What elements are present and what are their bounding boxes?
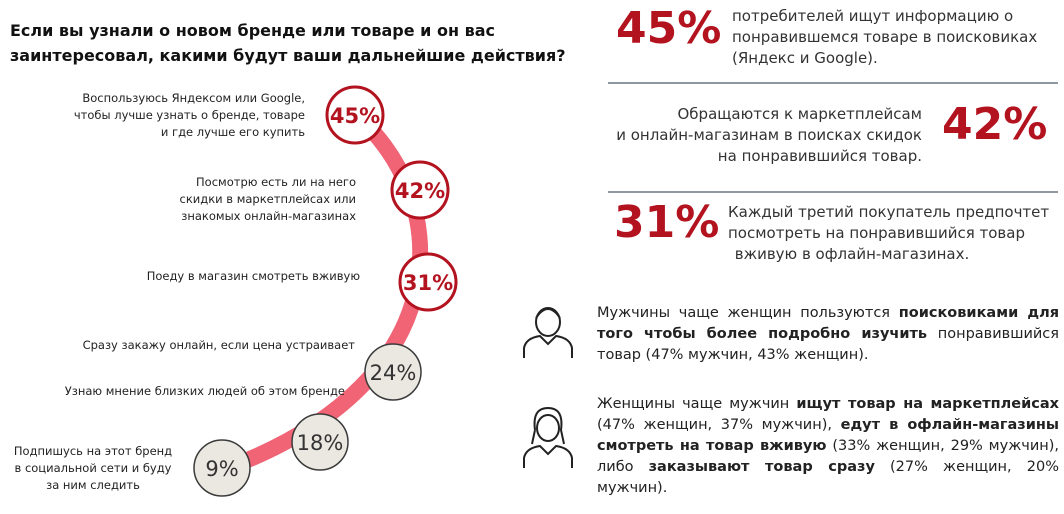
item-label: Сразу закажу онлайн, если цена устраивае…	[83, 337, 355, 354]
fact-text: Каждый третий покупатель предпочтет посмо…	[728, 202, 1050, 265]
label-line: за ним следить	[46, 478, 140, 492]
item-label: Посмотрю есть ли на него скидки в маркетп…	[180, 174, 357, 225]
value-circle	[364, 343, 422, 401]
note-bold: поисковиками для того чтобы более подроб…	[597, 305, 1060, 342]
fact-line: на понравившийся товар.	[717, 147, 922, 165]
fact-line: понравившемся товаре в поисковиках	[732, 28, 1038, 46]
label-line: в социальной сети и буду	[14, 461, 172, 475]
woman-icon	[523, 406, 573, 468]
note-text: (27% женщин, 20% мужчин).	[597, 459, 1059, 496]
note-text: понравившийся товар (47% мужчин, 43% жен…	[597, 326, 1059, 363]
fact-line: (Яндекс и Google).	[732, 49, 878, 67]
item-label: Поеду в магазин смотреть вживую	[147, 268, 360, 285]
label-line: скидки в маркетплейсах или	[179, 192, 357, 206]
value-label: 24%	[370, 361, 417, 385]
label-line: чтобы лучше узнать о бренде, товаре	[73, 108, 305, 122]
fact-line: посмотреть на понравившийся товар	[728, 224, 1025, 242]
label-line: и где лучше его купить	[160, 125, 305, 139]
title: Если вы узнали о новом бренде или товаре…	[10, 21, 566, 65]
label-line: Подпишусь на этот бренд	[13, 444, 173, 458]
fact-text: потребителей ищут информацию о понравивше…	[732, 6, 1037, 69]
note-bold: ищут товар на маркетплейсах	[796, 396, 1059, 412]
value-label: 9%	[205, 457, 238, 481]
note-bold: едут в офлайн-магазины смотреть на товар…	[597, 417, 1059, 454]
note-text: (33% женщин, 29% мужчин), либо	[597, 438, 1059, 475]
value-circle	[291, 413, 349, 471]
fact-line: потребителей ищут информацию о	[732, 7, 1014, 25]
man-icon	[523, 307, 573, 358]
fact-line: Обращаются к маркетплейсам	[677, 105, 922, 123]
fact-value: 42%	[942, 99, 1048, 150]
fact-line: и онлайн-магазинам в поисках скидок	[616, 126, 922, 144]
fact-value: 45%	[616, 3, 722, 54]
value-circle	[390, 160, 450, 220]
label-line: Поеду в магазин смотреть вживую	[146, 269, 360, 283]
item-label: Воспользуюсь Яндексом или Google, чтобы л…	[74, 90, 305, 141]
note-text: Женщины чаще мужчин	[597, 396, 797, 412]
value-label: 42%	[395, 179, 445, 203]
label-line: Узнаю мнение близких людей об этом бренд…	[64, 384, 345, 398]
fact-text: Обращаются к маркетплейсам и онлайн-магаз…	[616, 104, 922, 167]
label-line: Посмотрю есть ли на него	[196, 175, 356, 189]
fact-line: Каждый третий покупатель предпочтет	[728, 203, 1050, 221]
value-label: 45%	[330, 104, 380, 128]
note: Мужчины чаще женщин пользуются поисковик…	[597, 303, 1059, 366]
value-label: 31%	[403, 271, 453, 295]
label-line: Сразу закажу онлайн, если цена устраивае…	[82, 338, 355, 352]
note-text: (47% женщин, 37% мужчин),	[597, 417, 841, 433]
value-label: 18%	[297, 431, 344, 455]
note: Женщины чаще мужчин ищут товар на маркет…	[597, 394, 1059, 499]
item-label: Узнаю мнение близких людей об этом бренд…	[65, 383, 345, 400]
note-bold: заказывают товар сразу	[648, 459, 875, 475]
label-line: знакомых онлайн-магазинах	[181, 209, 356, 223]
value-circle	[398, 252, 458, 312]
note-text: Мужчины чаще женщин пользуются	[597, 305, 899, 321]
label-line: Воспользуюсь Яндексом или Google,	[82, 91, 305, 105]
value-circle	[193, 439, 251, 497]
item-label: Подпишусь на этот бренд в социальной сети…	[8, 443, 178, 494]
value-circle	[325, 85, 385, 145]
fact-line: вживую в офлайн-магазинах.	[734, 245, 970, 263]
fact-value: 31%	[614, 197, 720, 248]
